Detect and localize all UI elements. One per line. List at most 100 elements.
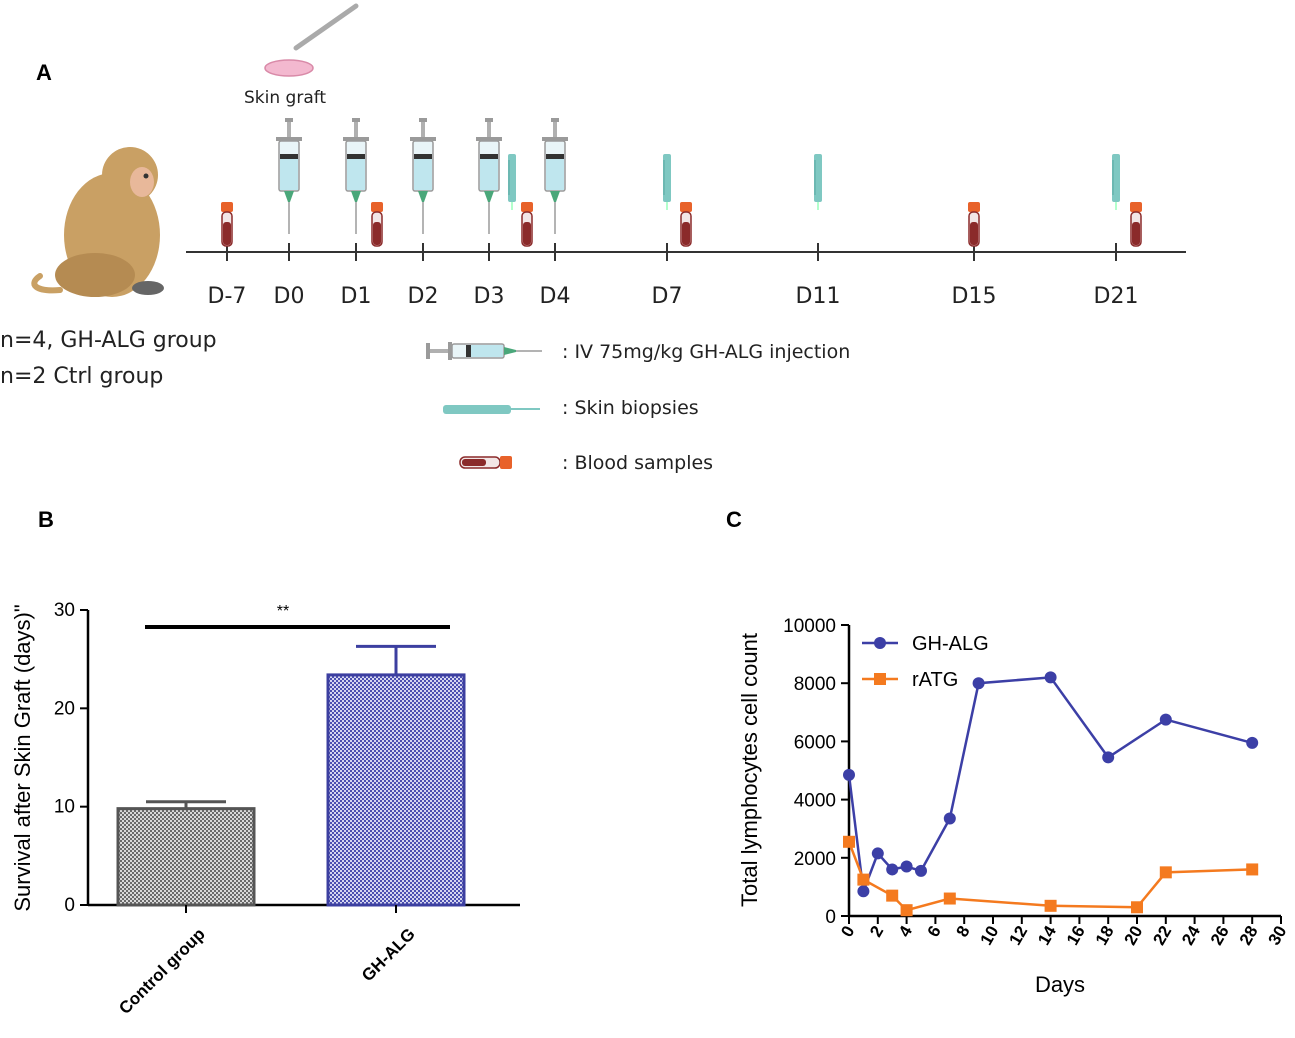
significance-label: ** xyxy=(277,603,289,620)
bar-gh-alg xyxy=(326,673,466,907)
x-axis-label: Days xyxy=(1035,972,1085,997)
syringe-icon xyxy=(409,117,437,235)
y-tick-label: 10000 xyxy=(783,616,836,637)
data-point-ratg xyxy=(943,892,956,905)
data-point-gh-alg xyxy=(972,677,985,690)
y-tick-label: 10 xyxy=(54,797,75,818)
blood-tube-icon xyxy=(370,201,384,247)
biopsy-icon xyxy=(813,153,823,211)
y-tick-label: 8000 xyxy=(794,674,836,695)
syringe-icon xyxy=(275,117,303,235)
x-tick-label: Control group xyxy=(115,924,209,1018)
syringe-icon xyxy=(342,117,370,235)
y-tick-label: 0 xyxy=(64,895,75,916)
x-tick-label: 2 xyxy=(866,923,887,941)
data-point-gh-alg xyxy=(1159,713,1172,726)
group-label-ctrl: n=2 Ctrl group xyxy=(0,364,163,389)
monkey-icon xyxy=(31,147,164,297)
timeline-day-label: D4 xyxy=(540,284,571,309)
data-point-gh-alg xyxy=(1044,671,1057,684)
data-point-ratg xyxy=(1044,899,1057,912)
timeline-day-label: D7 xyxy=(652,284,683,309)
timeline-ticks: D-7 D0 D1 D2 D3 D4 D7 D11 D15 D21 xyxy=(208,243,1139,309)
x-tick-label: 22 xyxy=(1149,923,1175,949)
data-point-gh-alg xyxy=(871,847,884,860)
legend-blood-text: : Blood samples xyxy=(562,452,713,474)
panel-label-c: C xyxy=(726,507,742,532)
x-tick-label: 18 xyxy=(1092,923,1118,949)
data-point-gh-alg xyxy=(943,812,956,825)
data-point-ratg xyxy=(843,835,855,848)
timeline-day-label: D21 xyxy=(1094,284,1139,309)
data-point-ratg xyxy=(1246,863,1259,876)
biopsy-icon xyxy=(507,153,517,211)
data-point-ratg xyxy=(886,889,899,902)
series-line-gh-alg xyxy=(847,676,1253,892)
legend-biopsy-text: : Skin biopsies xyxy=(562,397,699,419)
legend-label: rATG xyxy=(912,669,958,691)
y-axis-label: Total lymphocytes cell count xyxy=(737,633,762,907)
group-label-ghalg: n=4, GH-ALG group xyxy=(0,328,217,353)
data-point-gh-alg xyxy=(900,860,913,873)
data-point-ratg xyxy=(1159,866,1172,879)
data-point-ratg xyxy=(857,873,870,886)
y-tick-label: 6000 xyxy=(794,732,836,753)
data-point-gh-alg xyxy=(886,863,899,876)
legend-injection-text: : IV 75mg/kg GH-ALG injection xyxy=(562,341,850,363)
y-tick-label: 2000 xyxy=(794,849,836,870)
timeline-day-label: D0 xyxy=(274,284,305,309)
panel-label-a: A xyxy=(36,60,52,85)
x-tick-label: 14 xyxy=(1034,922,1060,948)
x-tick-label: 12 xyxy=(1005,923,1031,949)
bar-chart: 0 10 20 30 Control group GH-ALG Survival aft… xyxy=(10,600,520,1018)
data-point-gh-alg xyxy=(857,885,870,898)
data-point-gh-alg xyxy=(843,768,855,781)
legend-injection: : IV 75mg/kg GH-ALG injection xyxy=(426,341,850,363)
x-tick-label: 10 xyxy=(977,923,1003,949)
x-tick-label: 0 xyxy=(837,923,858,941)
data-point-gh-alg xyxy=(1102,751,1115,764)
data-point-gh-alg xyxy=(1246,736,1259,749)
data-point-ratg xyxy=(900,904,913,917)
y-tick-label: 20 xyxy=(54,698,75,719)
x-tick-label: 8 xyxy=(952,923,973,941)
blood-tube-icon xyxy=(967,201,981,247)
x-tick-label: 24 xyxy=(1178,922,1204,948)
data-point-gh-alg xyxy=(915,864,927,877)
panel-label-b: B xyxy=(38,507,54,532)
skin-graft-icon xyxy=(264,3,359,77)
y-axis-label: Survival after Skin Graft (days)" xyxy=(10,604,35,911)
syringe-icon xyxy=(475,117,503,235)
blood-tube-icon xyxy=(1129,201,1143,247)
bar-control-group xyxy=(116,807,256,907)
legend-label: GH-ALG xyxy=(912,633,989,655)
legend: GH-ALG rATG xyxy=(862,633,989,691)
x-tick-label: 6 xyxy=(924,923,945,941)
x-tick-label: 20 xyxy=(1121,923,1147,949)
timeline-day-label: D1 xyxy=(341,284,372,309)
timeline-day-label: D-7 xyxy=(208,284,247,309)
timeline-icons xyxy=(220,117,1143,247)
x-tick-label: 4 xyxy=(895,922,916,940)
legend-blood: : Blood samples xyxy=(459,452,713,474)
x-tick-label: 26 xyxy=(1207,923,1233,949)
legend-marker xyxy=(874,637,886,649)
biopsy-legend-icon xyxy=(443,405,511,414)
timeline-day-label: D3 xyxy=(474,284,505,309)
timeline-day-label: D2 xyxy=(408,284,439,309)
y-tick-label: 0 xyxy=(825,907,836,928)
y-tick-label: 30 xyxy=(54,600,75,621)
blood-tube-icon xyxy=(520,201,534,247)
syringe-legend-icon xyxy=(426,342,542,360)
timeline-day-label: D11 xyxy=(796,284,841,309)
y-tick-label: 4000 xyxy=(794,791,836,812)
syringe-icon xyxy=(541,117,569,235)
timeline-day-label: D15 xyxy=(952,284,997,309)
blood-tube-icon xyxy=(679,201,693,247)
blood-tube-icon xyxy=(220,201,234,247)
x-tick-label: GH-ALG xyxy=(358,924,419,985)
data-point-ratg xyxy=(1131,901,1143,914)
biopsy-icon xyxy=(1111,153,1121,211)
